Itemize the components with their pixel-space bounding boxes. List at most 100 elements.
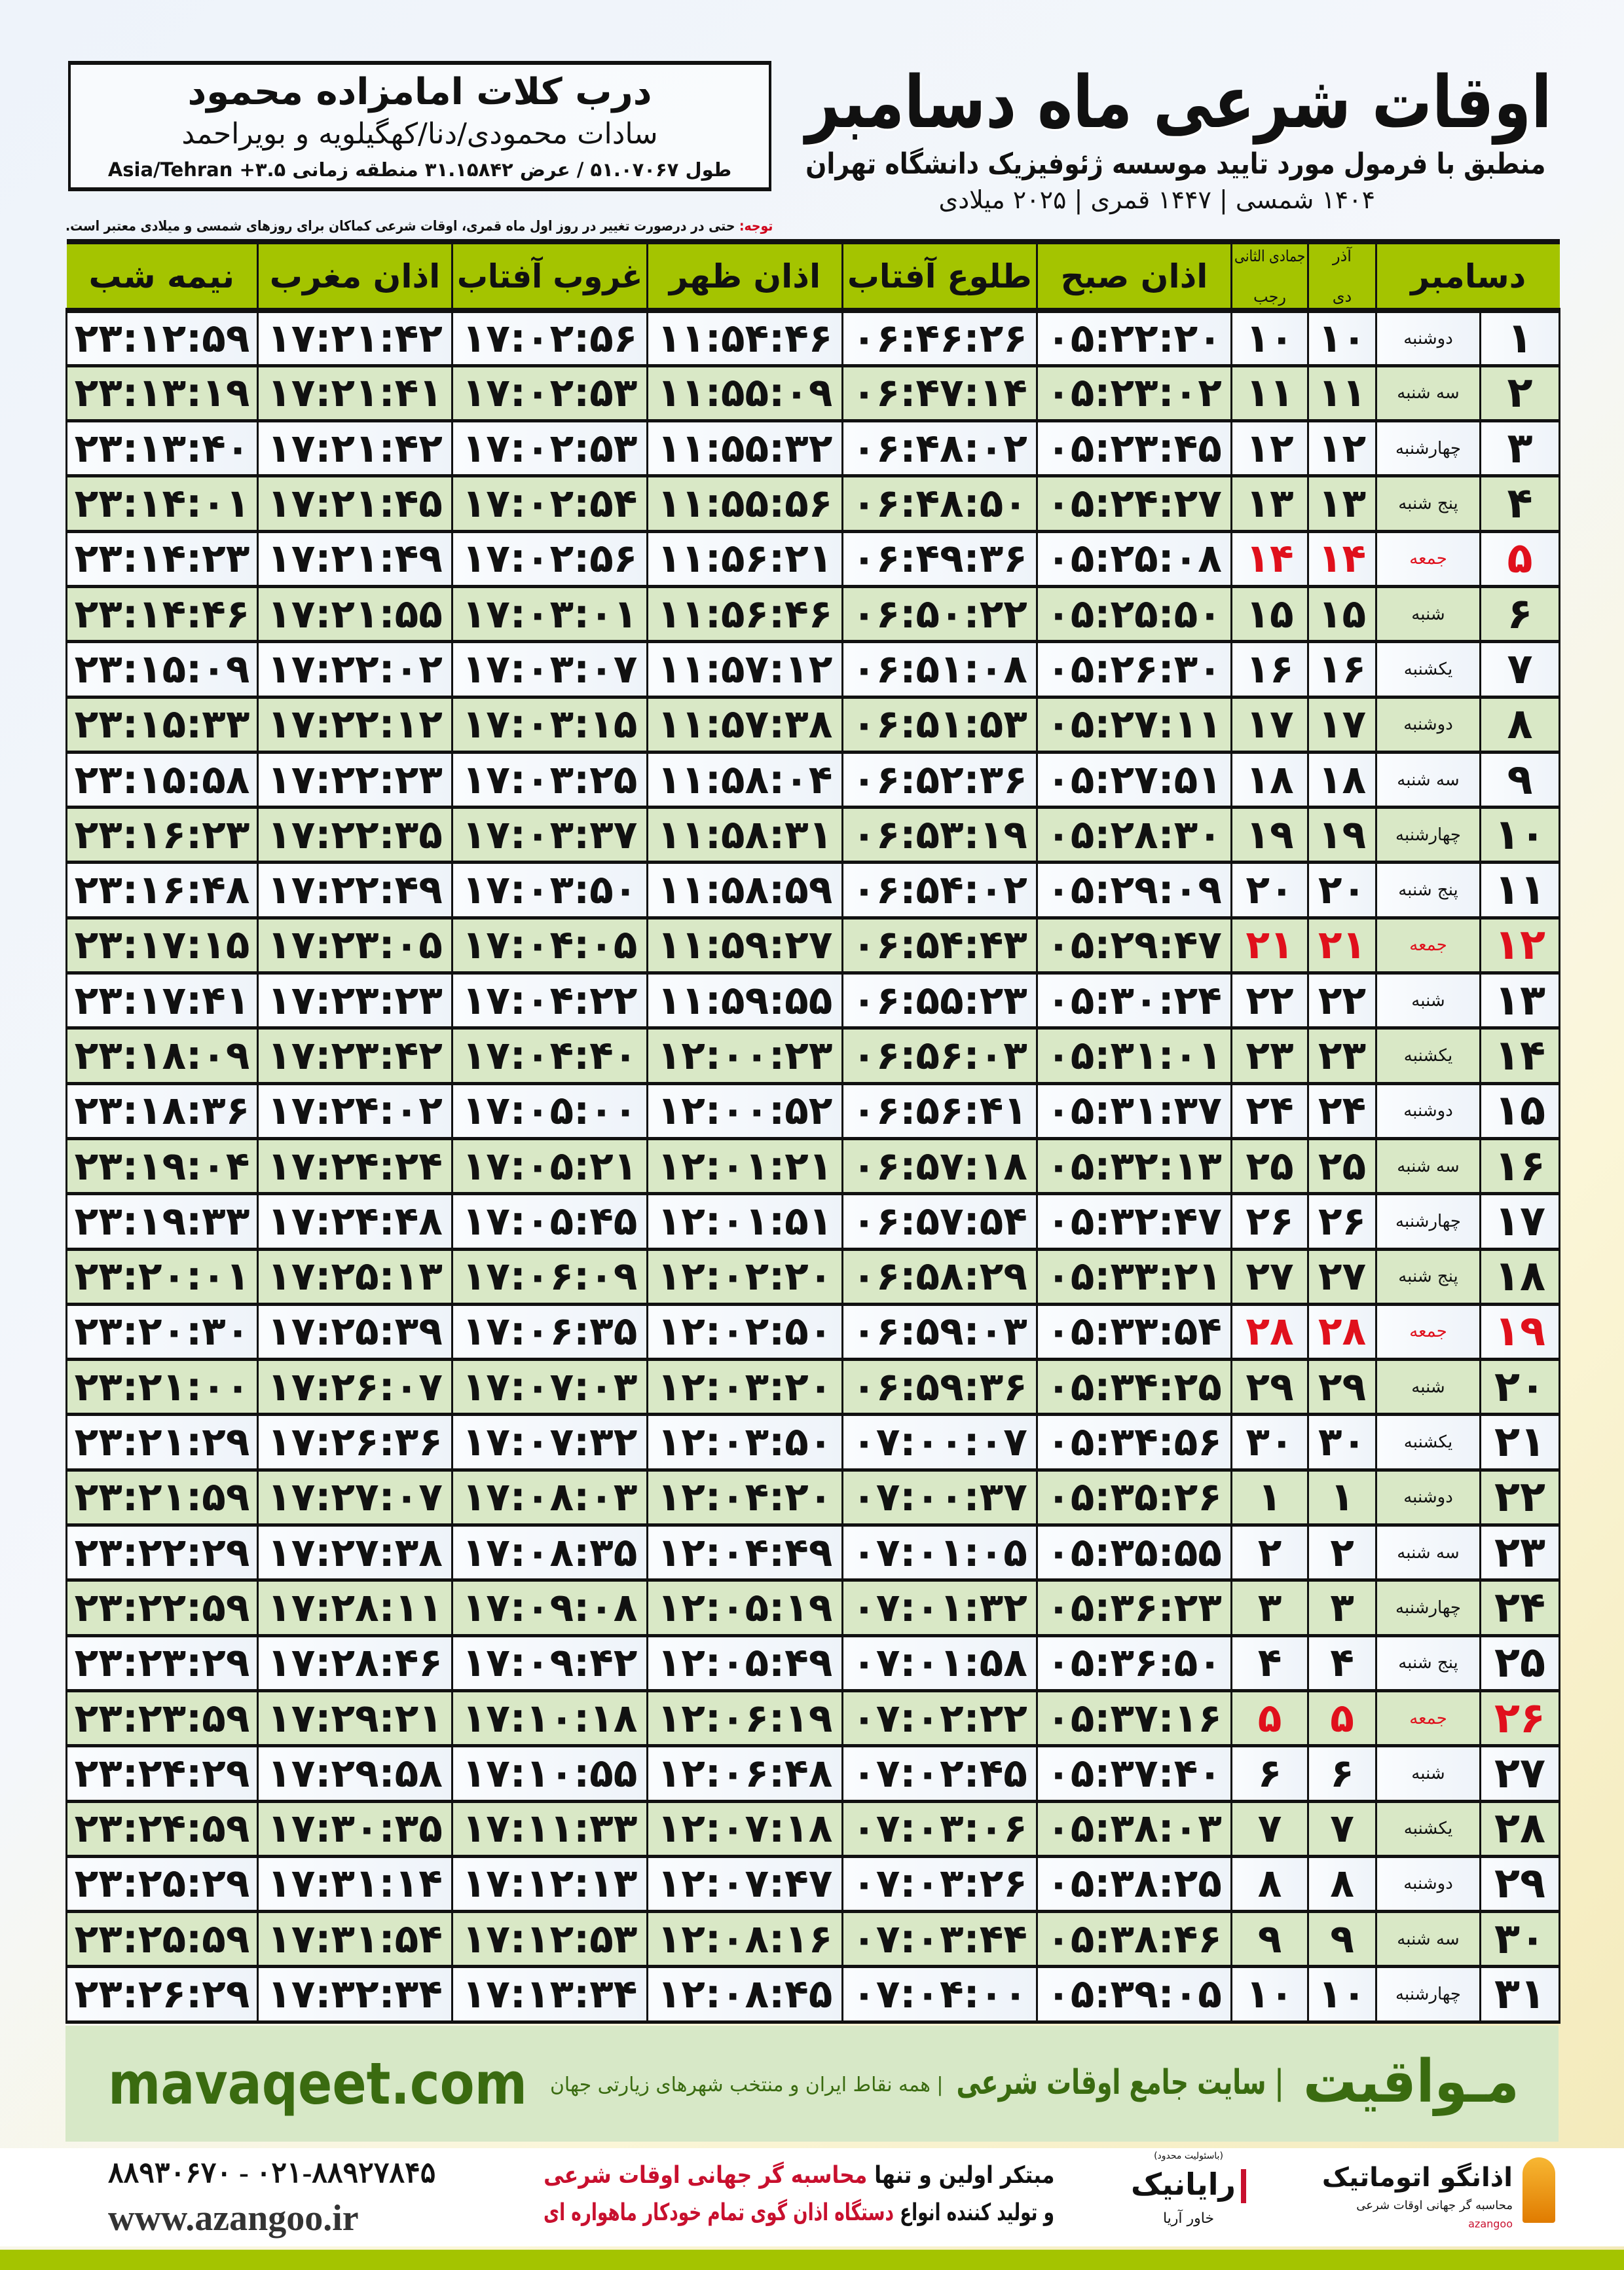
header-maghrib: اذان مغرب: [269, 257, 441, 295]
cell-maghrib: ۱۷:۲۱:۴۲: [267, 425, 443, 472]
cell-maghrib: ۱۷:۲۲:۰۲: [267, 646, 443, 692]
page-subtitle: منطبق با فرمول مورد تایید موسسه ژئوفیزیک…: [805, 147, 1545, 181]
cell-fajr: ۰۵:۳۸:۲۵: [1046, 1861, 1222, 1907]
cell-weekday: چهارشنبه: [1395, 1211, 1461, 1231]
cell-weekday: جمعه: [1409, 935, 1447, 956]
cell-midnight: ۲۳:۱۵:۰۹: [74, 646, 250, 692]
cell-sunset: ۱۷:۱۰:۱۸: [462, 1695, 638, 1741]
table-row: ۲۷ شنبه ۶ ۶ ۰۵:۳۷:۴۰ ۰۷:۰۲:۴۵ ۱۲:۰۶:۴۸ ۱۷:۱۰:۵۵…: [65, 1745, 1561, 1803]
cell-qamari-day: ۲۱: [1246, 922, 1294, 969]
cell-sunrise: ۰۷:۰۱:۰۵: [852, 1529, 1027, 1576]
cell-dhuhr: ۱۲:۰۸:۴۵: [657, 1971, 833, 2018]
cell-shamsi-day: ۸: [1330, 1861, 1354, 1907]
cell-sunrise: ۰۶:۵۰:۲۲: [852, 591, 1027, 637]
cell-sunrise: ۰۷:۰۱:۳۲: [852, 1584, 1027, 1631]
cell-midnight: ۲۳:۲۳:۵۹: [74, 1695, 250, 1741]
table-row: ۱ دوشنبه ۱۰ ۱۰ ۰۵:۲۲:۲۰ ۰۶:۴۶:۲۶ ۱۱:۵۴:۴۶ ۱۷:۰۲…: [65, 309, 1561, 367]
cell-midnight: ۲۳:۱۷:۱۵: [74, 922, 250, 969]
cell-dhuhr: ۱۲:۰۵:۱۹: [657, 1584, 833, 1631]
rayanik-sub: خاور آریا: [1162, 2210, 1215, 2227]
cell-shamsi-day: ۱۸: [1318, 756, 1367, 803]
table-row: ۱۹ جمعه ۲۸ ۲۸ ۰۵:۳۳:۵۴ ۰۶:۵۹:۰۳ ۱۲:۰۲:۵۰ ۱۷:۰۶:…: [65, 1303, 1561, 1362]
cell-sunrise: ۰۶:۵۷:۱۸: [852, 1143, 1027, 1189]
cell-sunset: ۱۷:۰۴:۴۰: [462, 1033, 638, 1079]
mavaqeet-link[interactable]: mavaqeet.com: [108, 2049, 527, 2117]
cell-dhuhr: ۱۲:۰۴:۴۹: [657, 1529, 833, 1576]
cell-fajr: ۰۵:۲۷:۱۱: [1046, 701, 1222, 748]
cell-sunrise: ۰۷:۰۳:۰۶: [852, 1806, 1027, 1852]
cell-dhuhr: ۱۱:۵۵:۳۲: [657, 425, 833, 472]
cell-sunset: ۱۷:۱۰:۵۵: [462, 1750, 638, 1796]
table-row: ۳۱ چهارشنبه ۱۰ ۱۰ ۰۵:۳۹:۰۵ ۰۷:۰۴:۰۰ ۱۲:۰۸:۴۵ ۱۷…: [65, 1965, 1561, 2024]
cell-shamsi-day: ۲۳: [1318, 1033, 1367, 1079]
cell-weekday: یکشنبه: [1403, 659, 1453, 679]
table-row: ۱۵ دوشنبه ۲۴ ۲۴ ۰۵:۳۱:۳۷ ۰۶:۵۶:۴۱ ۱۲:۰۰:۵۲ ۱۷:۰…: [65, 1082, 1561, 1140]
cell-weekday: جمعه: [1409, 1708, 1447, 1728]
cell-sunset: ۱۷:۰۳:۱۵: [462, 701, 638, 748]
cell-maghrib: ۱۷:۲۱:۵۵: [267, 591, 443, 637]
cell-dhuhr: ۱۲:۰۱:۵۱: [657, 1198, 833, 1244]
cell-shamsi-day: ۴: [1330, 1640, 1354, 1686]
cell-sunset: ۱۷:۱۳:۳۴: [462, 1971, 638, 2018]
table-row: ۲۹ دوشنبه ۸ ۸ ۰۵:۳۸:۲۵ ۰۷:۰۳:۲۶ ۱۲:۰۷:۴۷ ۱۷:۱۲:…: [65, 1855, 1561, 1914]
cell-fajr: ۰۵:۲۲:۲۰: [1046, 315, 1222, 362]
cell-day: ۵: [1507, 534, 1533, 584]
header-dhuhr: اذان ظهر: [669, 257, 821, 295]
cell-qamari-day: ۱۱: [1246, 370, 1294, 417]
cell-qamari-day: ۱: [1257, 1474, 1282, 1521]
cell-weekday: جمعه: [1409, 1322, 1447, 1342]
cell-day: ۲۸: [1494, 1804, 1546, 1853]
cell-qamari-day: ۱۴: [1246, 536, 1294, 582]
cell-day: ۳۱: [1494, 1970, 1546, 2019]
cell-fajr: ۰۵:۳۸:۴۶: [1046, 1916, 1222, 1962]
notice-label: توجه:: [739, 218, 773, 234]
cell-day: ۶: [1507, 589, 1533, 639]
cell-fajr: ۰۵:۳۷:۱۶: [1046, 1695, 1222, 1741]
location-province: سادات محمودی/دنا/کهگیلویه و بویراحمد: [181, 117, 658, 151]
header-shamsi-top: آذر: [1333, 246, 1352, 265]
table-row: ۱۱ پنج شنبه ۲۰ ۲۰ ۰۵:۲۹:۰۹ ۰۶:۵۴:۰۲ ۱۱:۵۸:۵۹ ۱۷…: [65, 861, 1561, 920]
cell-maghrib: ۱۷:۲۲:۴۹: [267, 867, 443, 914]
cell-midnight: ۲۳:۲۲:۲۹: [74, 1529, 250, 1576]
cell-qamari-day: ۲۴: [1246, 1088, 1294, 1134]
cell-fajr: ۰۵:۳۴:۵۶: [1046, 1419, 1222, 1466]
cell-qamari-day: ۱۵: [1246, 591, 1294, 637]
cell-qamari-day: ۱۳: [1246, 481, 1294, 527]
cell-midnight: ۲۳:۲۰:۰۱: [74, 1254, 250, 1300]
cell-shamsi-day: ۱۱: [1318, 370, 1367, 417]
header-shamsi: آذر دی: [1307, 242, 1376, 313]
cell-sunrise: ۰۷:۰۳:۴۴: [852, 1916, 1027, 1962]
cell-sunrise: ۰۷:۰۰:۳۷: [852, 1474, 1027, 1521]
cell-sunset: ۱۷:۰۲:۵۶: [462, 315, 638, 362]
table-body: ۱ دوشنبه ۱۰ ۱۰ ۰۵:۲۲:۲۰ ۰۶:۴۶:۲۶ ۱۱:۵۴:۴۶ ۱۷:۰۲…: [65, 309, 1561, 2024]
cell-dhuhr: ۱۲:۰۰:۲۳: [657, 1033, 833, 1079]
cell-maghrib: ۱۷:۲۱:۴۵: [267, 481, 443, 527]
page-header: اوقات شرعی ماه دسامبر: [805, 60, 1552, 144]
cell-dhuhr: ۱۱:۵۵:۵۶: [657, 481, 833, 527]
cell-shamsi-day: ۲۲: [1318, 977, 1367, 1024]
cell-midnight: ۲۳:۱۴:۰۱: [74, 481, 250, 527]
slogan-2a: و تولید کننده انواع: [894, 2199, 1054, 2226]
cell-shamsi-day: ۱۴: [1318, 536, 1367, 582]
cell-sunrise: ۰۶:۴۸:۵۰: [852, 481, 1027, 527]
header-qamari-top: جمادی الثانی: [1234, 246, 1306, 265]
cell-midnight: ۲۳:۲۴:۲۹: [74, 1750, 250, 1796]
cell-midnight: ۲۳:۲۶:۲۹: [74, 1971, 250, 2018]
cell-qamari-day: ۲: [1257, 1529, 1282, 1576]
cell-sunset: ۱۷:۰۲:۵۶: [462, 536, 638, 582]
cell-midnight: ۲۳:۱۸:۳۶: [74, 1088, 250, 1134]
cell-maghrib: ۱۷:۲۵:۳۹: [267, 1309, 443, 1355]
cell-weekday: شنبه: [1411, 1377, 1445, 1397]
cell-day: ۲۷: [1494, 1749, 1546, 1798]
cell-shamsi-day: ۱۶: [1318, 646, 1367, 692]
cell-sunset: ۱۷:۰۸:۰۳: [462, 1474, 638, 1521]
azangoo-latin: azangoo: [1468, 2217, 1513, 2230]
cell-sunrise: ۰۷:۰۴:۰۰: [852, 1971, 1027, 2018]
cell-maghrib: ۱۷:۲۹:۲۱: [267, 1695, 443, 1741]
table-row: ۱۸ پنج شنبه ۲۷ ۲۷ ۰۵:۳۳:۲۱ ۰۶:۵۸:۲۹ ۱۲:۰۲:۲۰ ۱۷…: [65, 1248, 1561, 1306]
table-row: ۲۳ سه شنبه ۲ ۲ ۰۵:۳۵:۵۵ ۰۷:۰۱:۰۵ ۱۲:۰۴:۴۹ ۱۷:۰۸…: [65, 1524, 1561, 1582]
cell-day: ۳: [1507, 424, 1533, 473]
table-row: ۷ یکشنبه ۱۶ ۱۶ ۰۵:۲۶:۳۰ ۰۶:۵۱:۰۸ ۱۱:۵۷:۱۲ ۱۷:۰۳…: [65, 641, 1561, 699]
azangoo-link[interactable]: www.azangoo.ir: [108, 2198, 359, 2239]
cell-shamsi-day: ۱۷: [1318, 701, 1367, 748]
